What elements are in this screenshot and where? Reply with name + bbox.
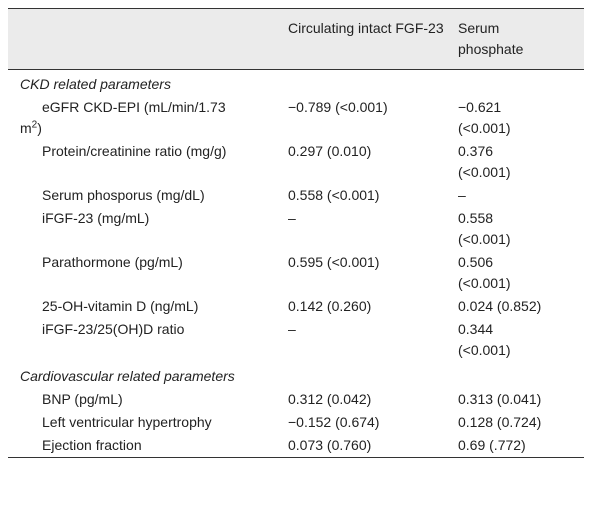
label-text: Left ventricular hypertrophy xyxy=(42,414,212,430)
row-label: iFGF-23 (mg/mL) xyxy=(8,207,288,251)
table-cell: −0.789 (<0.001) xyxy=(288,99,388,115)
table-cell: 0.376 (<0.001) xyxy=(458,143,511,180)
label-text: Parathormone (pg/mL) xyxy=(42,254,183,270)
label-text: BNP (pg/mL) xyxy=(42,391,123,407)
section-title: Cardiovascular related parameters xyxy=(20,368,235,384)
table-cell: 0.073 (0.760) xyxy=(288,437,372,453)
table-cell: – xyxy=(288,210,296,226)
header-cell: Circulating intact FGF-23 xyxy=(288,8,458,70)
table-cell: 0.024 (0.852) xyxy=(458,298,542,314)
section-row: Cardiovascular related parameters xyxy=(8,362,584,388)
label-text: Serum phosporus (mg/dL) xyxy=(42,187,205,203)
header-row: Circulating intact FGF-23 Serum phosphat… xyxy=(8,8,584,70)
header-cell xyxy=(8,8,288,70)
label-text: Protein/creatinine ratio (mg/g) xyxy=(42,143,227,159)
row-label: Serum phosporus (mg/dL) xyxy=(8,184,288,207)
table-cell: 0.313 (0.041) xyxy=(458,391,542,407)
section-title: CKD related parameters xyxy=(20,76,171,92)
row-label: Parathormone (pg/mL) xyxy=(8,251,288,295)
table-cell: 0.128 (0.724) xyxy=(458,414,542,430)
table-cell: 0.558 (<0.001) xyxy=(458,210,511,247)
header-cell: Serum phosphate xyxy=(458,8,584,70)
row-label: 25-OH-vitamin D (ng/mL) xyxy=(8,295,288,318)
table-row: BNP (pg/mL) 0.312 (0.042) 0.313 (0.041) xyxy=(8,388,584,411)
table-cell: 0.558 (<0.001) xyxy=(288,187,380,203)
table-row: iFGF-23 (mg/mL) – 0.558 (<0.001) xyxy=(8,207,584,251)
row-label: Left ventricular hypertrophy xyxy=(8,411,288,434)
table-cell: −0.152 (0.674) xyxy=(288,414,380,430)
row-label: Protein/creatinine ratio (mg/g) xyxy=(8,140,288,184)
label-sup: 2 xyxy=(31,119,38,131)
table-row: 25-OH-vitamin D (ng/mL) 0.142 (0.260) 0.02… xyxy=(8,295,584,318)
table-cell: 0.297 (0.010) xyxy=(288,143,372,159)
table-cell: 0.142 (0.260) xyxy=(288,298,372,314)
row-label: Ejection fraction xyxy=(8,434,288,458)
section-row: CKD related parameters xyxy=(8,70,584,97)
table-body: CKD related parameters eGFR CKD-EPI (mL/m… xyxy=(8,70,584,458)
table-row: Ejection fraction 0.073 (0.760) 0.69 (.772… xyxy=(8,434,584,458)
table-row: Protein/creatinine ratio (mg/g) 0.297 (0.… xyxy=(8,140,584,184)
table-cell: – xyxy=(458,187,466,203)
label-text: Ejection fraction xyxy=(42,437,142,453)
row-label: BNP (pg/mL) xyxy=(8,388,288,411)
label-text: iFGF-23 (mg/mL) xyxy=(42,210,150,226)
table-row: Parathormone (pg/mL) 0.595 (<0.001) 0.506 … xyxy=(8,251,584,295)
table-cell: 0.344 (<0.001) xyxy=(458,321,511,358)
table-cell: 0.69 (.772) xyxy=(458,437,526,453)
row-label: eGFR CKD-EPI (mL/min/1.73 m2) xyxy=(8,96,288,140)
row-label: iFGF-23/25(OH)D ratio xyxy=(8,318,288,362)
table-cell: −0.621 (<0.001) xyxy=(458,99,511,136)
table-cell: 0.595 (<0.001) xyxy=(288,254,380,270)
table-cell: – xyxy=(288,321,296,337)
table: Circulating intact FGF-23 Serum phosphat… xyxy=(8,8,584,458)
table-row: iFGF-23/25(OH)D ratio – 0.344 (<0.001) xyxy=(8,318,584,362)
label-end: ) xyxy=(37,120,42,136)
label-text: 25-OH-vitamin D (ng/mL) xyxy=(42,298,199,314)
table-row: Serum phosporus (mg/dL) 0.558 (<0.001) – xyxy=(8,184,584,207)
label-text: eGFR CKD-EPI (mL/min/1.73 m xyxy=(20,99,240,136)
table-row: eGFR CKD-EPI (mL/min/1.73 m2) −0.789 (<0.… xyxy=(8,96,584,140)
table-row: Left ventricular hypertrophy −0.152 (0.67… xyxy=(8,411,584,434)
table-cell: 0.506 (<0.001) xyxy=(458,254,511,291)
label-text: iFGF-23/25(OH)D ratio xyxy=(42,321,185,337)
table-cell: 0.312 (0.042) xyxy=(288,391,372,407)
